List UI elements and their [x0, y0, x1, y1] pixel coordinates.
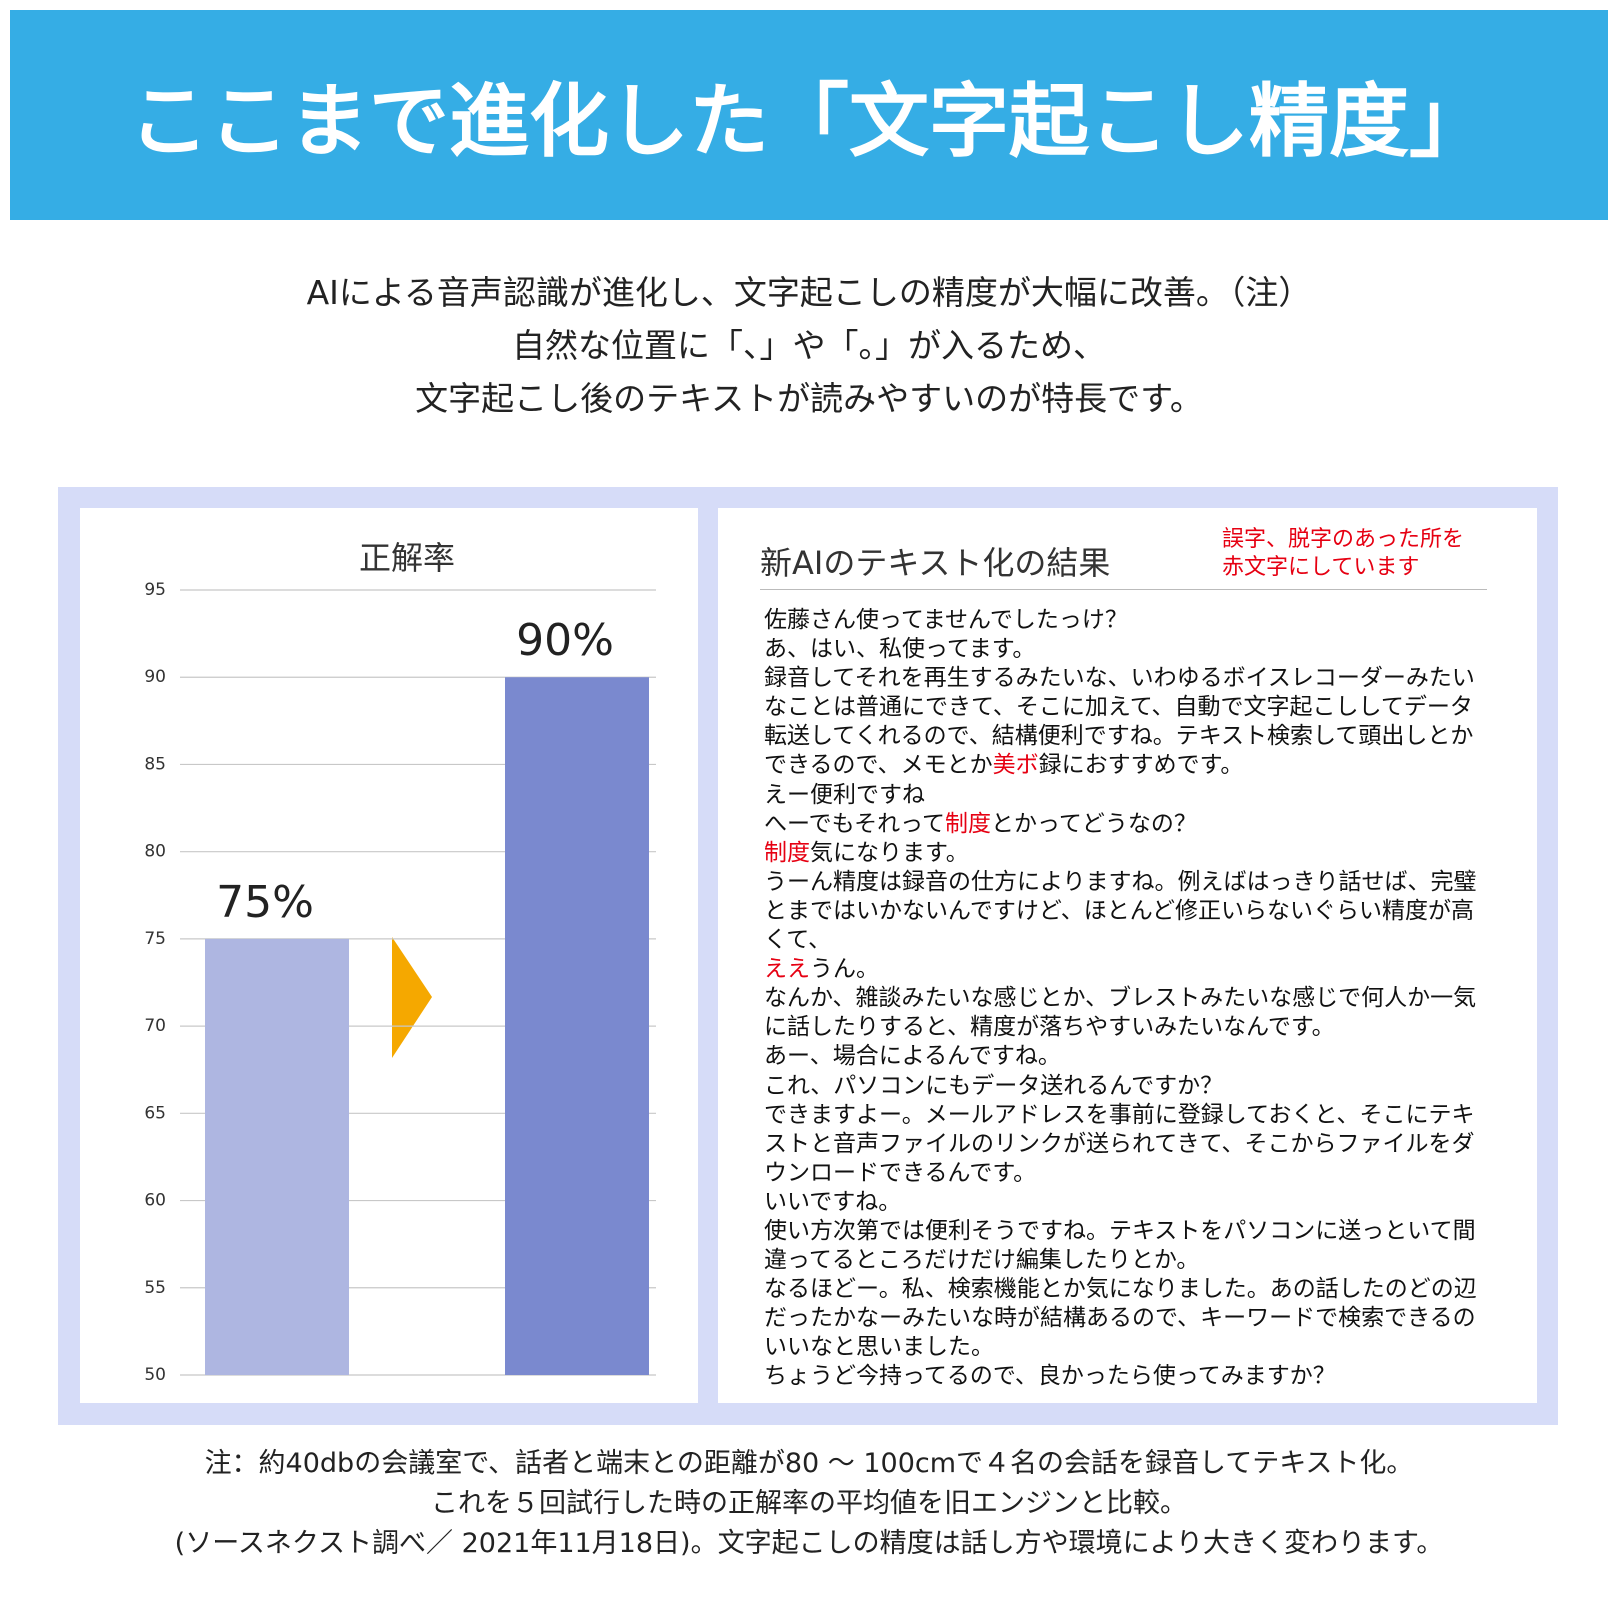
text-segment: えー便利ですね: [764, 781, 925, 808]
header: ここまで進化した「文字起こし精度」: [10, 10, 1608, 220]
value-label: 90%: [516, 615, 614, 666]
y-tick-label: 50: [144, 1365, 166, 1385]
y-tick-label: 65: [144, 1103, 166, 1123]
transcript-line: うーん精度は録音の仕方によりますね。例えばはっきり話せば、完璧とまではいかないん…: [764, 868, 1492, 955]
transcript-line: えー便利ですね: [764, 781, 1492, 810]
text-segment: 使い方次第では便利そうですね。テキストをパソコンに送っといて間違ってるところだけ…: [764, 1217, 1476, 1274]
transcript-line: 制度気になります。: [764, 839, 1492, 868]
transcript-line: へーでもそれって制度とかってどうなの？: [764, 810, 1492, 839]
transcript-line: あー、場合によるんですね。: [764, 1042, 1492, 1071]
transcript-line: できますよー。メールアドレスを事前に登録しておくと、そこにテキストと音声ファイル…: [764, 1101, 1492, 1188]
transcript-line: ええうん。: [764, 955, 1492, 984]
text-segment: ちょうど今持ってるので、良かったら使ってみますか？: [764, 1363, 1336, 1390]
transcript-line: ちょうど今持ってるので、良かったら使ってみますか？: [764, 1362, 1492, 1391]
header-title: ここまで進化した「文字起こし精度」: [129, 75, 1489, 168]
y-tick-label: 70: [144, 1016, 166, 1036]
text-segment: できますよー。メールアドレスを事前に登録しておくと、そこにテキストと音声ファイル…: [764, 1101, 1475, 1186]
text-segment: あー、場合によるんですね。: [764, 1043, 1061, 1070]
note-line: 赤文字にしています: [1222, 555, 1420, 580]
y-tick-label: 55: [144, 1278, 166, 1298]
intro-line: 自然な位置に「、」や「。」が入るため、: [512, 326, 1106, 365]
text-segment: へーでもそれって: [764, 810, 946, 837]
text-segment: これ、パソコンにもデータ送れるんですか？: [764, 1072, 1224, 1099]
text-segment: うん。: [810, 956, 879, 983]
transcript-note: 誤字、脱字のあった所を 赤文字にしています: [1222, 526, 1464, 582]
text-segment: 録におすすめです。: [1038, 752, 1244, 779]
text-segment: 録音してそれを再生するみたいな、いわゆるボイスレコーダーみたいなことは普通にでき…: [764, 665, 1475, 779]
text-segment: あ、はい、私使ってます。: [764, 636, 1036, 663]
footnote: 注：約40dbの会議室で、話者と端末との距離が80 ～ 100cmで４名の会話を…: [0, 1444, 1618, 1564]
transcript-box: [718, 508, 1537, 1403]
chart-title: 正解率: [359, 539, 455, 577]
text-segment: いいですね。: [764, 1188, 902, 1215]
text-segment: とかってどうなの？: [991, 810, 1197, 837]
error-segment: 美ボ: [992, 752, 1039, 779]
text-segment: 佐藤さん使ってませんでしたっけ？: [764, 607, 1128, 633]
transcript-line: 佐藤さん使ってませんでしたっけ？: [764, 606, 1492, 635]
y-tick-label: 85: [144, 754, 166, 774]
text-segment: うーん精度は録音の仕方によりますね。例えばはっきり話せば、完璧とまではいかないん…: [764, 868, 1477, 954]
error-segment: ええ: [764, 956, 810, 983]
transcript-title: 新AIのテキスト化の結果: [760, 544, 1111, 582]
note-line: 誤字、脱字のあった所を: [1222, 527, 1465, 552]
text-segment: なるほどー。私、検索機能とか気になりました。あの話したのどの辺だったかなーみたい…: [764, 1276, 1477, 1361]
y-tick-label: 80: [144, 842, 166, 862]
transcript-line: 録音してそれを再生するみたいな、いわゆるボイスレコーダーみたいなことは普通にでき…: [764, 664, 1492, 780]
text-segment: 気になります。: [810, 839, 969, 866]
intro: AIによる音声認識が進化し、文字起こしの精度が大幅に改善。（注） 自然な位置に「、…: [0, 266, 1618, 425]
y-tick-label: 75: [144, 929, 166, 949]
footnote-line: (ソースネクスト調べ／ 2021年11月18日)。文字起こしの精度は話し方や環境…: [174, 1528, 1444, 1559]
text-segment: なんか、雑談みたいな感じとか、ブレストみたいな感じで何人か一気に話したりすると、…: [764, 985, 1477, 1041]
y-tick-label: 95: [144, 580, 166, 600]
intro-line: 文字起こし後のテキストが読みやすいのが特長です。: [415, 379, 1203, 418]
transcript-line: 使い方次第では便利そうですね。テキストをパソコンに送っといて間違ってるところだけ…: [764, 1217, 1492, 1275]
transcript-line: なるほどー。私、検索機能とか気になりました。あの話したのどの辺だったかなーみたい…: [764, 1275, 1492, 1362]
transcript-lines: 佐藤さん使ってませんでしたっけ？ あ、はい、私使ってます。 録音してそれを再生するみ…: [764, 606, 1492, 1392]
y-tick-label: 60: [144, 1191, 166, 1211]
transcript-line: これ、パソコンにもデータ送れるんですか？: [764, 1072, 1492, 1101]
bar: [505, 677, 649, 1375]
transcript-line: いいですね。: [764, 1188, 1492, 1217]
arrow: [392, 937, 432, 1058]
transcript-line: なんか、雑談みたいな感じとか、ブレストみたいな感じで何人か一気に話したりすると、…: [764, 984, 1492, 1042]
footnote-line: 注：約40dbの会議室で、話者と端末との距離が80 ～ 100cmで４名の会話を…: [204, 1448, 1414, 1479]
intro-line: AIによる音声認識が進化し、文字起こしの精度が大幅に改善。（注）: [306, 273, 1312, 312]
error-segment: 制度: [945, 810, 992, 837]
footnote-line: これを５回試行した時の正解率の平均値を旧エンジンと比較。: [431, 1488, 1187, 1519]
bar: [205, 938, 349, 1375]
divider: [760, 589, 1487, 590]
y-tick-label: 90: [144, 667, 166, 687]
transcript-line: あ、はい、私使ってます。: [764, 635, 1492, 664]
value-label: 75%: [216, 877, 314, 928]
error-segment: 制度: [764, 839, 810, 866]
